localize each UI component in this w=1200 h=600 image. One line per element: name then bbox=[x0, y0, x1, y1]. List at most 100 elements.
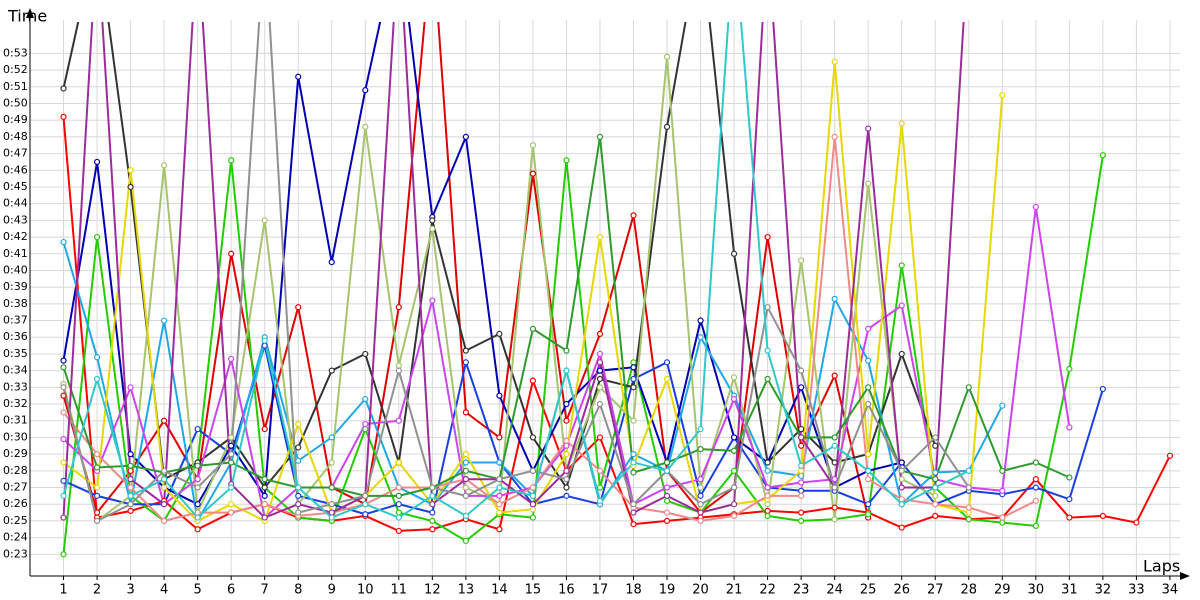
x-tick-label: 3 bbox=[126, 583, 134, 598]
data-point bbox=[93, 517, 101, 525]
data-point bbox=[697, 317, 704, 324]
data-point bbox=[831, 459, 838, 466]
data-point bbox=[362, 395, 369, 403]
data-point bbox=[93, 158, 101, 166]
data-point bbox=[529, 492, 537, 499]
data-point bbox=[831, 295, 838, 302]
data-point bbox=[161, 417, 168, 424]
data-point bbox=[362, 425, 369, 433]
data-point bbox=[194, 526, 201, 533]
data-point bbox=[93, 354, 101, 361]
data-point bbox=[328, 501, 335, 508]
x-tick-label: 1 bbox=[59, 583, 67, 598]
data-point bbox=[1032, 497, 1039, 504]
x-tick-label: 20 bbox=[692, 583, 709, 598]
data-point bbox=[798, 517, 805, 525]
data-point bbox=[161, 317, 168, 324]
data-point bbox=[563, 451, 570, 458]
series-line bbox=[62, 136, 1037, 523]
data-point bbox=[932, 492, 939, 499]
data-point bbox=[563, 484, 570, 491]
data-point bbox=[261, 492, 268, 499]
x-tick-label: 18 bbox=[625, 583, 642, 598]
data-point bbox=[730, 501, 738, 508]
data-point bbox=[965, 384, 972, 391]
data-point bbox=[898, 302, 905, 309]
y-tick-label: 0:38 bbox=[3, 297, 28, 310]
data-point bbox=[395, 501, 402, 508]
data-point bbox=[395, 492, 402, 499]
data-point bbox=[529, 484, 537, 491]
data-point bbox=[965, 504, 972, 511]
data-point bbox=[831, 372, 838, 379]
data-point bbox=[596, 233, 604, 241]
y-tick-label: 0:28 bbox=[3, 464, 28, 477]
data-point bbox=[1066, 424, 1073, 431]
data-point bbox=[999, 92, 1006, 99]
data-point bbox=[496, 476, 503, 483]
x-tick-label: 2 bbox=[93, 583, 101, 598]
x-tick-label: 24 bbox=[826, 583, 843, 598]
data-point bbox=[462, 467, 469, 474]
data-point bbox=[1066, 514, 1073, 521]
data-point bbox=[697, 425, 704, 433]
data-point bbox=[362, 87, 369, 94]
data-point bbox=[663, 375, 671, 383]
data-point bbox=[161, 467, 168, 474]
data-point bbox=[898, 350, 905, 358]
data-point bbox=[261, 425, 268, 433]
data-point bbox=[161, 517, 168, 525]
data-point bbox=[127, 467, 134, 474]
data-point bbox=[563, 400, 570, 408]
y-tick-label: 0:31 bbox=[3, 414, 28, 427]
data-point bbox=[630, 359, 637, 366]
data-point bbox=[596, 359, 604, 366]
data-point bbox=[462, 347, 469, 354]
y-tick-label: 0:27 bbox=[3, 481, 28, 494]
data-point bbox=[798, 487, 805, 494]
data-point bbox=[831, 133, 838, 140]
data-point bbox=[228, 157, 235, 164]
data-point bbox=[1066, 496, 1073, 503]
data-point bbox=[228, 355, 235, 363]
data-point bbox=[295, 444, 302, 451]
x-tick-label: 30 bbox=[1028, 583, 1045, 598]
data-point bbox=[93, 484, 101, 491]
data-point bbox=[663, 467, 671, 474]
data-point bbox=[1066, 474, 1073, 481]
y-tick-label: 0:50 bbox=[3, 96, 28, 109]
data-point bbox=[965, 516, 972, 523]
data-point bbox=[395, 509, 402, 516]
data-point bbox=[663, 123, 671, 130]
data-point bbox=[898, 120, 905, 127]
data-point bbox=[663, 497, 671, 504]
data-point bbox=[1099, 152, 1106, 159]
data-point bbox=[60, 357, 67, 364]
data-point bbox=[1066, 365, 1073, 373]
data-point bbox=[496, 492, 503, 499]
data-point bbox=[865, 501, 872, 508]
data-point bbox=[60, 492, 67, 499]
data-point bbox=[663, 509, 671, 516]
data-point bbox=[261, 484, 268, 491]
data-point bbox=[865, 400, 872, 408]
data-point bbox=[60, 238, 67, 246]
data-point bbox=[261, 337, 268, 344]
data-point bbox=[596, 467, 604, 474]
x-tick-label: 26 bbox=[893, 583, 910, 598]
y-tick-label: 0:44 bbox=[3, 197, 28, 210]
data-point bbox=[161, 501, 168, 508]
data-point bbox=[798, 434, 805, 441]
data-point bbox=[194, 476, 201, 483]
data-point bbox=[764, 233, 771, 241]
x-tick-label: 29 bbox=[994, 583, 1011, 598]
data-point bbox=[194, 484, 201, 491]
data-point bbox=[60, 459, 67, 466]
data-point bbox=[865, 325, 872, 332]
x-tick-label: 6 bbox=[227, 583, 235, 598]
data-point bbox=[429, 297, 436, 304]
data-point bbox=[362, 350, 369, 358]
data-point bbox=[429, 492, 436, 499]
y-axis-title: Time bbox=[7, 7, 47, 26]
data-point bbox=[596, 367, 604, 374]
